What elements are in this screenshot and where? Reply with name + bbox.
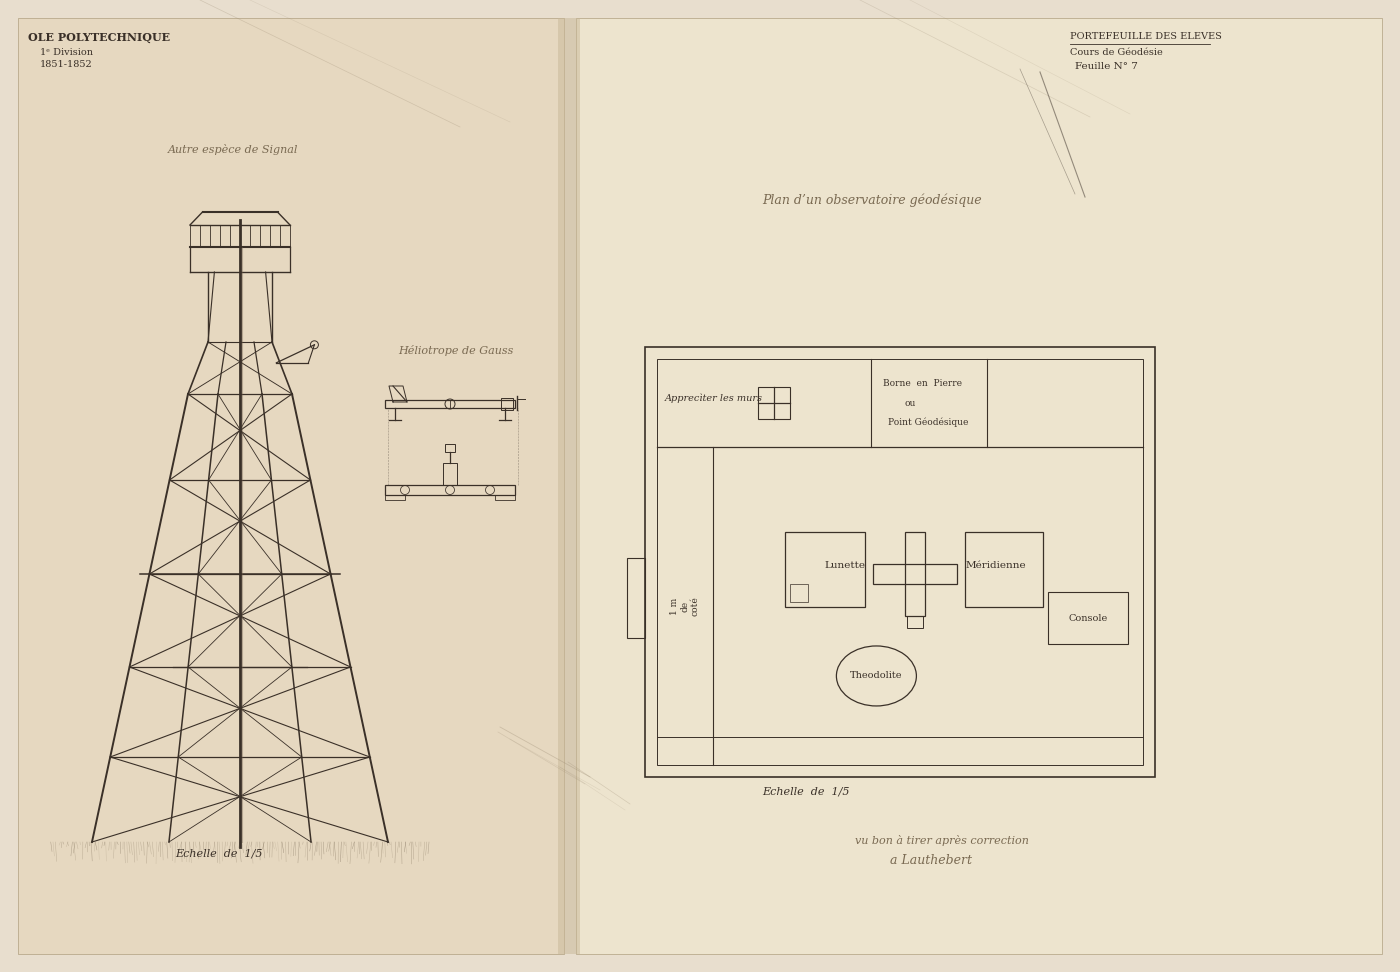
Bar	[385, 485, 515, 495]
Text: Point Géodésique: Point Géodésique	[888, 418, 969, 427]
Text: Echelle  de  1/5: Echelle de 1/5	[175, 849, 263, 859]
Bar	[445, 444, 455, 452]
Text: Echelle  de  1/5: Echelle de 1/5	[762, 786, 850, 796]
Bar	[442, 463, 456, 485]
Text: Console: Console	[1068, 613, 1107, 623]
Text: PORTEFEUILLE DES ELEVES: PORTEFEUILLE DES ELEVES	[1070, 32, 1222, 41]
Text: Autre espèce de Signal: Autre espèce de Signal	[168, 144, 298, 155]
Text: 1ᵉ Division: 1ᵉ Division	[41, 48, 92, 57]
Bar	[790, 584, 808, 602]
Bar	[965, 532, 1043, 607]
Bar	[496, 495, 515, 500]
Bar	[385, 400, 515, 408]
Bar	[757, 387, 790, 419]
Text: 1851-1852: 1851-1852	[41, 60, 92, 69]
Text: OLE POLYTECHNIQUE: OLE POLYTECHNIQUE	[28, 32, 171, 43]
Text: a Lauthebert: a Lauthebert	[890, 854, 972, 867]
Text: Plan d’un observatoire géodésique: Plan d’un observatoire géodésique	[762, 193, 981, 207]
Text: ou: ou	[904, 399, 916, 407]
Text: vu bon à tirer après correction: vu bon à tirer après correction	[855, 835, 1029, 846]
Bar	[627, 558, 645, 638]
Bar	[18, 18, 564, 954]
Bar	[907, 616, 923, 628]
Bar	[874, 564, 958, 584]
Text: Feuille N° 7: Feuille N° 7	[1075, 62, 1138, 71]
Text: Lunette: Lunette	[825, 561, 865, 571]
Bar	[785, 532, 865, 607]
Text: Theodolite: Theodolite	[850, 672, 903, 680]
Text: Cours de Géodésie: Cours de Géodésie	[1070, 48, 1163, 57]
Text: Héliotrope de Gauss: Héliotrope de Gauss	[398, 345, 514, 356]
Text: Borne  en  Pierre: Borne en Pierre	[883, 379, 962, 388]
Text: 1 m
de
coté: 1 m de coté	[671, 596, 700, 616]
Text: Méridienne: Méridienne	[965, 561, 1026, 571]
Bar	[575, 18, 1382, 954]
Text: Apprecìter les murs: Apprecìter les murs	[665, 394, 763, 403]
Bar	[645, 347, 1155, 777]
Bar	[559, 18, 580, 954]
Bar	[657, 359, 1142, 765]
Bar	[904, 533, 925, 616]
Bar	[1049, 592, 1128, 644]
Bar	[385, 495, 405, 500]
Bar	[501, 398, 512, 410]
